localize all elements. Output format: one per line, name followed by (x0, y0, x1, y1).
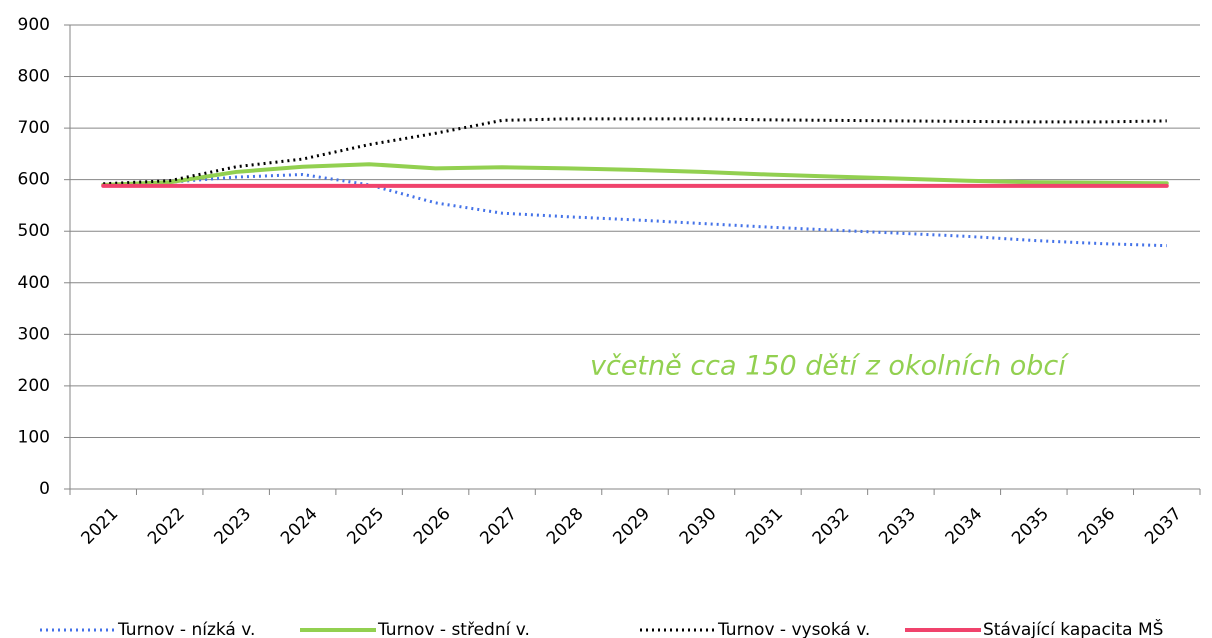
x-tick-label: 2035 (1008, 504, 1053, 549)
annotation: včetně cca 150 dětí z okolních obcí (590, 351, 1069, 382)
x-tick-label: 2028 (543, 504, 588, 549)
x-tick-label: 2023 (211, 504, 256, 549)
x-tick-label: 2037 (1141, 504, 1186, 549)
x-tick-label: 2036 (1075, 504, 1120, 549)
y-tick-label: 500 (18, 221, 50, 241)
y-tick-label: 0 (39, 479, 50, 499)
x-tick-label: 2031 (742, 504, 787, 549)
x-tick-label: 2029 (609, 504, 654, 549)
x-tick-label: 2022 (144, 504, 189, 549)
x-tick-label: 2033 (875, 504, 920, 549)
y-tick-label: 700 (18, 118, 50, 138)
legend-label: Stávající kapacita MŠ (983, 618, 1163, 638)
series-line (101, 162, 1169, 187)
legend-label: Turnov - nízká v. (117, 620, 255, 638)
y-tick-label: 600 (18, 170, 50, 190)
x-tick-label: 2032 (809, 504, 854, 549)
x-tick-label: 2021 (78, 504, 123, 549)
y-tick-label: 300 (18, 324, 50, 344)
y-tick-label: 400 (18, 273, 50, 293)
legend-label: Turnov - střední v. (377, 620, 530, 638)
x-tick-label: 2026 (410, 504, 455, 549)
x-tick-label: 2024 (277, 504, 322, 549)
y-tick-label: 100 (18, 427, 50, 447)
y-tick-label: 900 (18, 15, 50, 35)
x-tick-label: 2030 (676, 504, 721, 549)
y-tick-label: 800 (18, 67, 50, 87)
x-tick-label: 2025 (343, 504, 388, 549)
x-tick-label: 2034 (942, 504, 987, 549)
legend-label: Turnov - vysoká v. (717, 620, 870, 638)
y-tick-label: 200 (18, 376, 50, 396)
x-tick-label: 2027 (476, 504, 521, 549)
